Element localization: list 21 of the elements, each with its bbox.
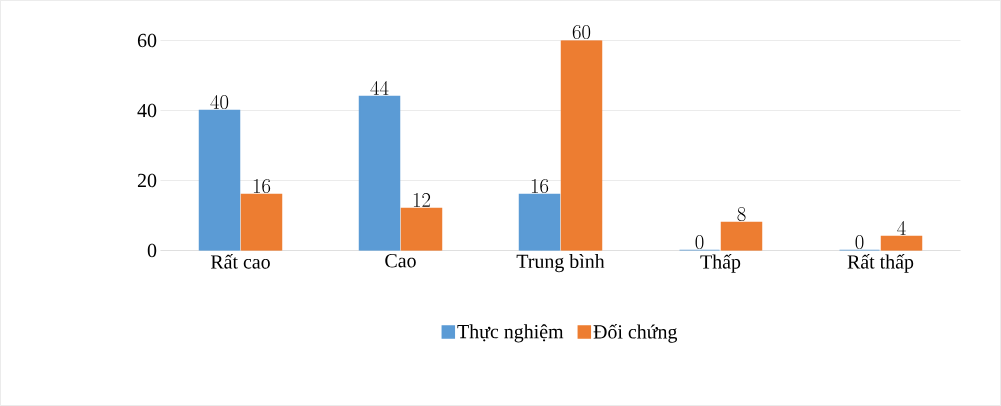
data-label: 60 <box>572 25 591 40</box>
x-tick-label: Thấp <box>700 254 741 273</box>
y-tick-label: 20 <box>137 173 157 188</box>
data-label: 16 <box>253 179 271 194</box>
y-tick-label: 0 <box>147 243 157 258</box>
x-tick-label: Trung bình <box>516 254 605 273</box>
data-label: 44 <box>370 80 389 95</box>
y-tick-label: 60 <box>137 33 157 48</box>
legend-label: Thực nghiệm <box>457 324 564 343</box>
data-label: 12 <box>413 193 431 207</box>
data-label: 0 <box>695 235 704 250</box>
x-tick-label: Rất cao <box>210 254 270 269</box>
data-label: 16 <box>531 179 549 194</box>
x-tick-label: Rất thấp <box>847 254 914 273</box>
data-label: 4 <box>897 220 906 235</box>
data-label: 40 <box>210 94 229 110</box>
x-tick-label: Cao <box>385 254 416 268</box>
data-label: 0 <box>855 235 864 250</box>
legend-label: Đối chứng <box>593 323 678 343</box>
data-label: 8 <box>737 207 746 222</box>
y-tick-label: 40 <box>137 103 157 118</box>
